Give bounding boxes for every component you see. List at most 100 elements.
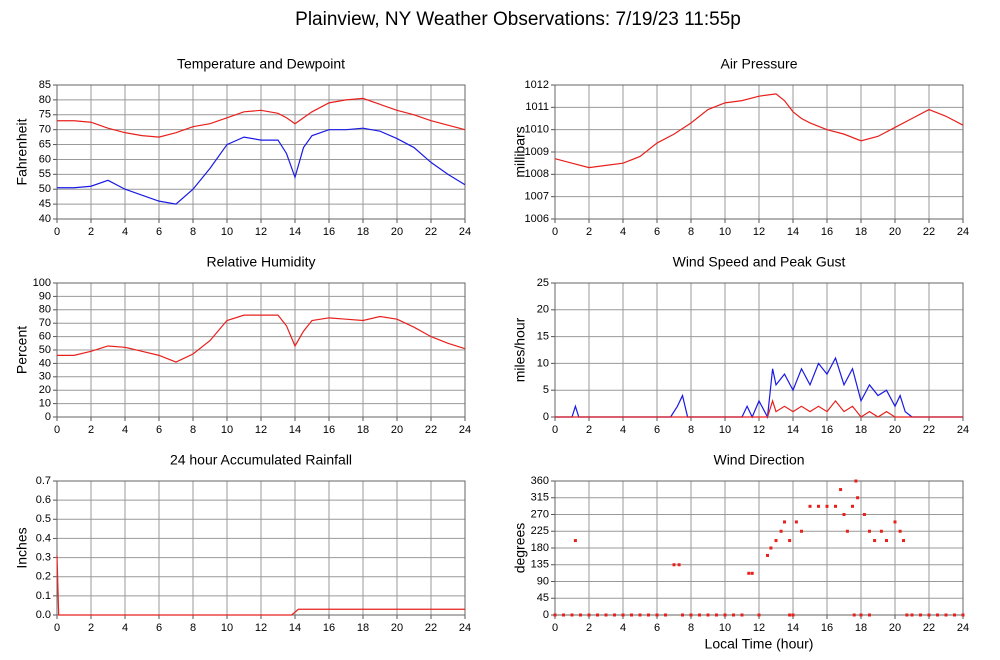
point [677,563,681,567]
point [587,613,591,617]
point [845,529,849,533]
series-line [555,356,963,420]
x-tick-label: 14 [787,424,799,436]
x-tick-label: 14 [289,424,301,436]
y-tick-label: 180 [531,542,549,554]
x-tick-label: 6 [654,622,660,634]
point [885,539,888,543]
x-tick-label: 2 [88,424,94,436]
x-tick-label: 12 [255,226,267,238]
y-tick-label: 40 [39,213,51,225]
y-tick-label: 10 [39,398,51,410]
x-tick-label: 0 [54,424,60,436]
x-axis-label: Local Time (hour) [705,636,814,652]
x-tick-label: 2 [88,622,94,634]
x-tick-label: 18 [855,424,867,436]
point [747,571,751,575]
x-tick-label: 12 [753,424,765,436]
y-tick-label: 55 [39,168,51,180]
x-tick-label: 12 [753,226,765,238]
series-line [57,314,466,363]
y-tick-label: 45 [537,592,549,604]
point [769,546,773,550]
chart-title: Wind Speed and Peak Gust [673,254,846,270]
x-tick-label: 10 [719,226,731,238]
x-tick-label: 16 [323,424,335,436]
series-line [555,398,963,418]
point [766,553,769,557]
x-tick-label: 24 [459,622,471,634]
point [873,539,877,543]
y-tick-label: 0.7 [36,475,51,487]
y-tick-label: 0.5 [36,513,51,525]
point [800,529,803,533]
chart-title: 24 hour Accumulated Rainfall [170,452,352,468]
x-tick-label: 0 [552,226,558,238]
x-tick-label: 2 [586,424,592,436]
y-tick-label: 0.3 [36,551,51,563]
point [927,613,931,617]
point [879,529,883,533]
x-tick-label: 12 [255,622,267,634]
point [715,613,718,617]
point [647,613,650,617]
y-tick-label: 50 [39,344,51,356]
y-tick-label: 270 [531,508,549,520]
point [672,563,676,567]
y-tick-label: 1011 [525,101,549,113]
x-tick-label: 22 [425,226,437,238]
point [788,613,792,617]
y-tick-label: 20 [537,304,549,316]
point [553,613,557,617]
series-line [554,93,964,169]
y-tick-label: 30 [39,371,51,383]
y-tick-label: 360 [531,475,549,487]
x-tick-label: 24 [459,424,471,436]
x-tick-label: 20 [391,424,403,436]
x-tick-label: 12 [255,424,267,436]
y-tick-label: 40 [39,357,51,369]
x-tick-label: 22 [923,226,935,238]
x-tick-label: 18 [357,424,369,436]
x-tick-label: 10 [221,226,233,238]
x-tick-label: 8 [190,622,196,634]
point [854,479,858,483]
point [604,613,608,617]
point [825,504,829,508]
x-tick-label: 0 [552,424,558,436]
point [579,613,582,617]
point [919,613,922,617]
x-tick-label: 8 [190,226,196,238]
series-line [57,127,466,205]
y-tick-label: 80 [39,304,51,316]
point [834,504,837,508]
y-tick-label: 70 [39,317,51,329]
point [817,504,820,508]
point [808,504,812,508]
figure-title: Plainview, NY Weather Observations: 7/19… [295,9,741,30]
point [794,520,798,524]
y-tick-label: 0 [45,411,51,423]
x-tick-label: 2 [586,226,592,238]
x-tick-label: 6 [654,424,660,436]
y-tick-label: 65 [39,138,51,150]
y-tick-label: 60 [39,153,51,165]
y-tick-label: 1006 [525,213,549,225]
point [750,571,754,575]
x-tick-label: 0 [54,622,60,634]
point [910,613,914,617]
x-tick-label: 22 [425,622,437,634]
point [936,613,939,617]
x-tick-label: 20 [889,226,901,238]
point [944,613,948,617]
point [893,520,897,524]
plot-border [56,84,466,220]
x-tick-label: 14 [289,226,301,238]
x-tick-label: 12 [753,622,765,634]
point [638,613,642,617]
x-tick-label: 2 [88,226,94,238]
point [774,539,778,543]
y-tick-label: 10 [537,357,549,369]
y-tick-label: 0.6 [36,494,51,506]
